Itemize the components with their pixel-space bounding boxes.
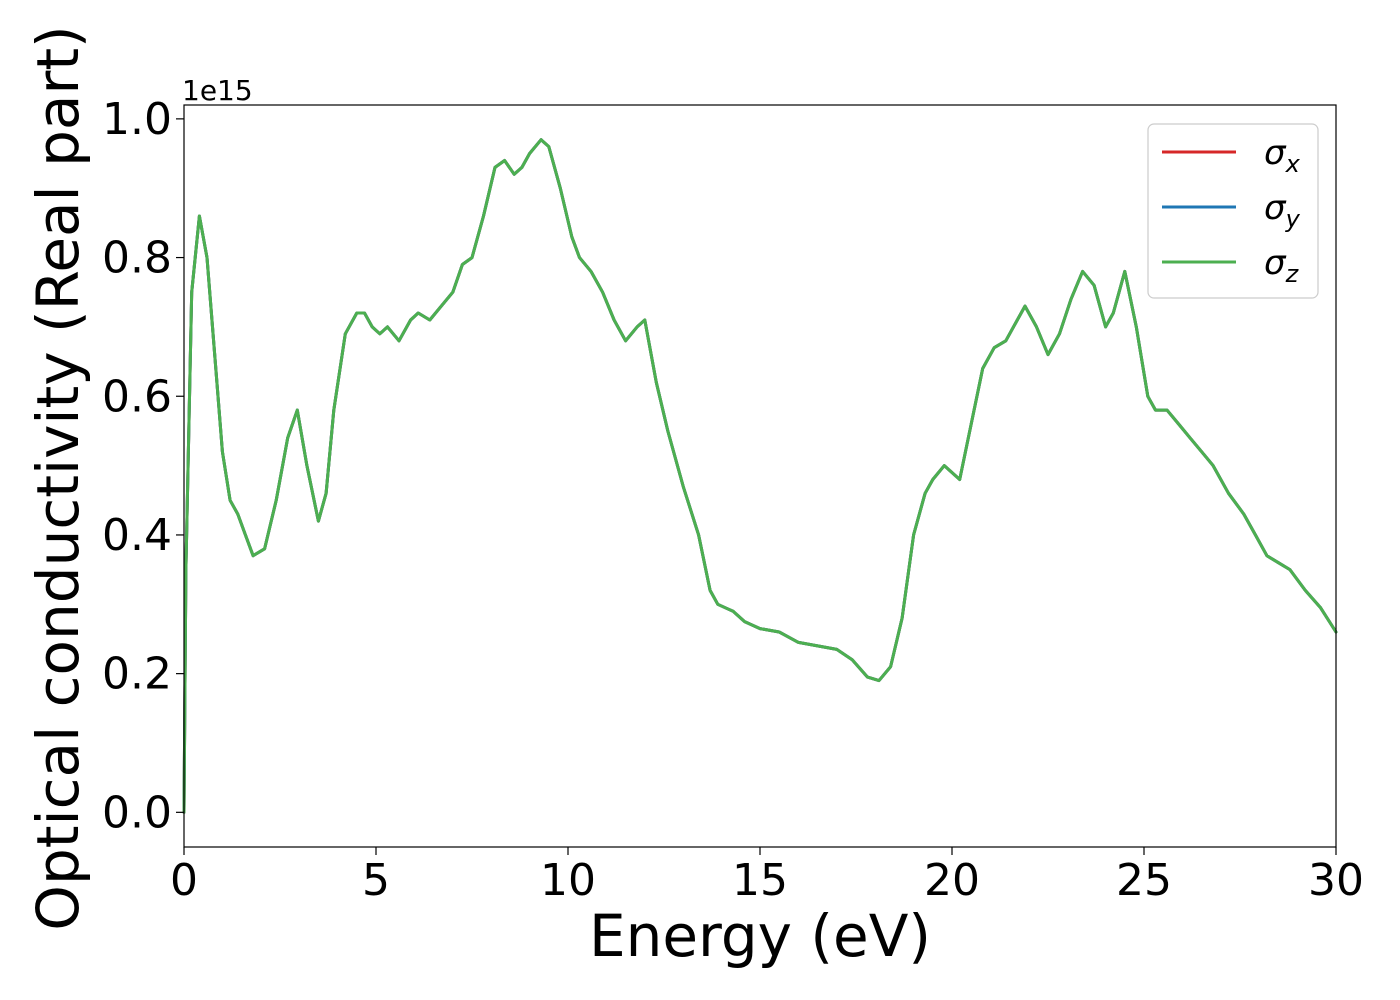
y-axis-ticks: 0.0 0.2 0.4 0.6 0.8 1.0 bbox=[102, 94, 184, 838]
legend-box bbox=[1147, 123, 1319, 299]
legend-label-x: σx bbox=[1264, 133, 1301, 178]
x-tick-label: 20 bbox=[924, 855, 980, 906]
y-tick-label: 0.0 bbox=[102, 787, 172, 838]
x-axis-ticks: 0 5 10 15 20 25 30 bbox=[170, 847, 1364, 906]
x-tick-label: 30 bbox=[1308, 855, 1364, 906]
x-tick-label: 15 bbox=[732, 855, 788, 906]
x-axis-label: Energy (eV) bbox=[589, 902, 931, 970]
series-layer bbox=[182, 138, 1338, 814]
x-tick-label: 0 bbox=[170, 855, 198, 906]
x-tick-label: 5 bbox=[362, 855, 390, 906]
legend-label-y: σy bbox=[1264, 188, 1301, 233]
series-line-z bbox=[182, 138, 1338, 814]
x-tick-label: 10 bbox=[540, 855, 596, 906]
y-axis-offset-label: 1e15 bbox=[182, 74, 253, 107]
y-tick-label: 1.0 bbox=[102, 94, 172, 145]
y-tick-label: 0.6 bbox=[102, 371, 172, 422]
y-tick-label: 0.8 bbox=[102, 233, 172, 284]
x-tick-label: 25 bbox=[1116, 855, 1172, 906]
y-axis-label: Optical conductivity (Real part) bbox=[24, 25, 92, 930]
y-tick-label: 0.4 bbox=[102, 510, 172, 561]
y-tick-label: 0.2 bbox=[102, 649, 172, 700]
legend: σx σy σz bbox=[1147, 123, 1319, 299]
legend-label-z: σz bbox=[1264, 243, 1300, 288]
